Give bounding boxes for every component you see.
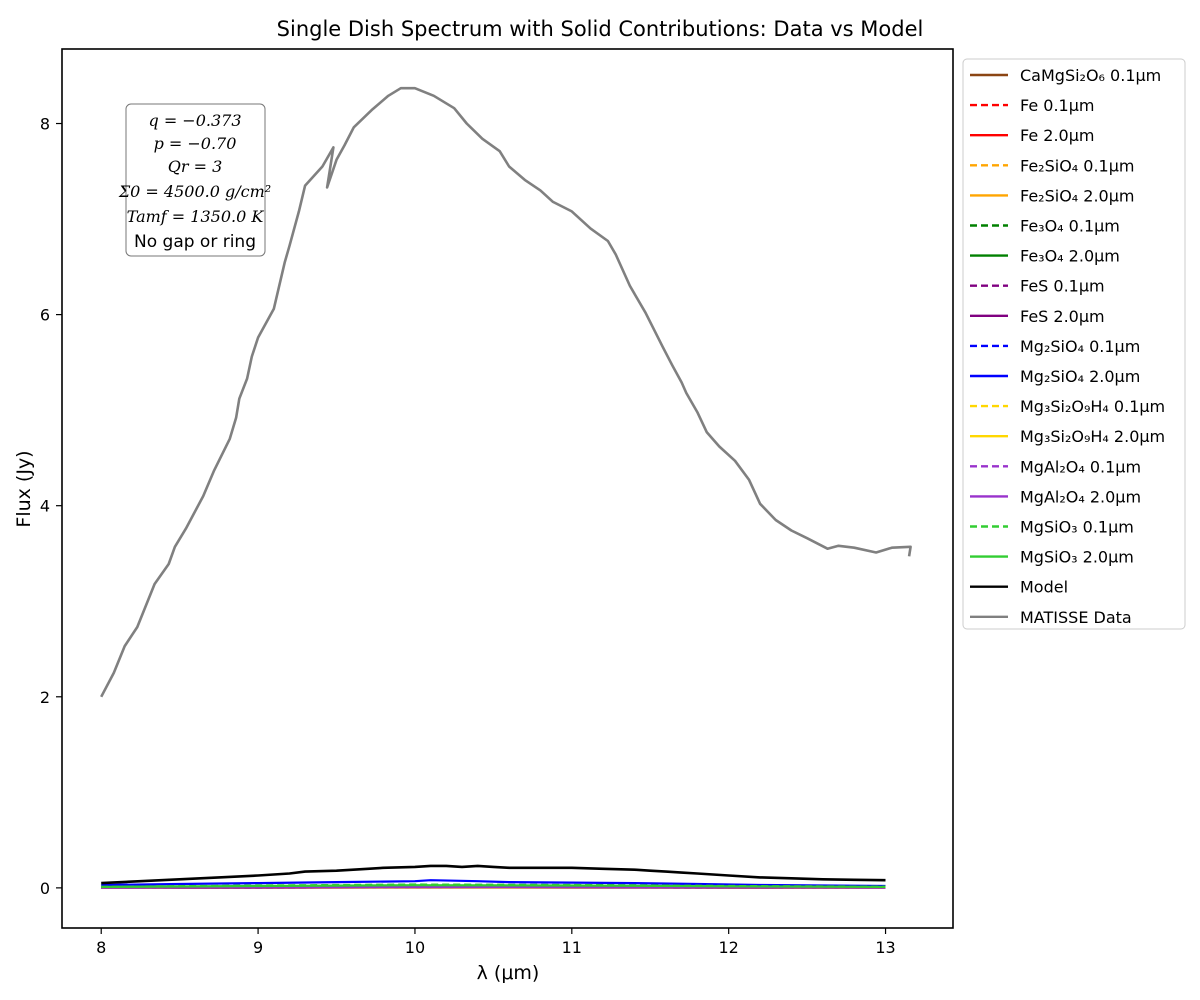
legend-item-mgal-o-0-1-m: MgAl₂O₄ 0.1μm — [970, 457, 1141, 476]
legend-label: MgSiO₃ 0.1μm — [1020, 518, 1134, 537]
legend-label: FeS 2.0μm — [1020, 307, 1105, 326]
legend-item-mg-si-o-h-0-1-m: Mg₃Si₂O₉H₄ 0.1μm — [970, 397, 1165, 416]
annotation-line-q: q = −0.373 — [148, 111, 241, 130]
annotation-line-sigma: Σ0 = 4500.0 g/cm² — [118, 182, 271, 201]
legend-item-mg-sio-0-1-m: Mg₂SiO₄ 0.1μm — [970, 337, 1140, 356]
legend-label: MATISSE Data — [1020, 608, 1132, 627]
legend-item-fe-sio-2-0-m: Fe₂SiO₄ 2.0μm — [970, 186, 1135, 205]
y-tick-label: 0 — [40, 879, 50, 898]
legend-item-camgsi-o-0-1-m: CaMgSi₂O₆ 0.1μm — [970, 66, 1161, 85]
series-line-model — [101, 864, 886, 885]
legend-item-mgsio-0-1-m: MgSiO₃ 0.1μm — [970, 518, 1134, 537]
legend-label: Model — [1020, 578, 1068, 597]
x-tick-label: 12 — [719, 938, 739, 957]
legend-item-mgal-o-2-0-m: MgAl₂O₄ 2.0μm — [970, 487, 1141, 506]
series-line-mgsio-2-0-m — [101, 884, 886, 889]
legend-label: CaMgSi₂O₆ 0.1μm — [1020, 66, 1161, 85]
legend-label: Fe₃O₄ 2.0μm — [1020, 247, 1120, 266]
series-line-mg-sio-2-0-m — [101, 879, 886, 888]
annotation-line-p: p = −0.70 — [154, 134, 237, 153]
y-tick-label: 6 — [40, 306, 50, 325]
legend-label: Fe 0.1μm — [1020, 96, 1094, 115]
annotation-line-qr: Qr = 3 — [168, 157, 223, 176]
legend-label: MgAl₂O₄ 2.0μm — [1020, 487, 1141, 506]
y-tick-label: 8 — [40, 115, 50, 134]
legend-label: Mg₃Si₂O₉H₄ 2.0μm — [1020, 427, 1165, 446]
y-tick-label: 2 — [40, 688, 50, 707]
annotation-line-tamf: Tamf = 1350.0 K — [127, 207, 265, 226]
annotation-box-frame — [125, 103, 266, 257]
legend-label: Mg₃Si₂O₉H₄ 0.1μm — [1020, 397, 1165, 416]
legend-label: Fe 2.0μm — [1020, 126, 1094, 145]
legend-item-fe-2-0-m: Fe 2.0μm — [970, 126, 1094, 145]
legend-label: Fe₃O₄ 0.1μm — [1020, 217, 1120, 236]
legend-item-fes-0-1-m: FeS 0.1μm — [970, 277, 1105, 296]
legend-label: MgSiO₃ 2.0μm — [1020, 548, 1134, 567]
plot-frame — [61, 48, 954, 929]
parameter-annotation-box: q = −0.373 p = −0.70 Qr = 3 Σ0 = 4500.0 … — [118, 103, 271, 257]
legend-item-mg-sio-2-0-m: Mg₂SiO₄ 2.0μm — [970, 367, 1140, 386]
x-axis-label: λ (μm) — [477, 962, 540, 984]
legend-label: MgAl₂O₄ 0.1μm — [1020, 457, 1141, 476]
legend-item-fe-o-0-1-m: Fe₃O₄ 0.1μm — [970, 217, 1120, 236]
series-line-matisse-data — [100, 86, 912, 698]
y-axis: 0 2 4 6 8 — [40, 115, 62, 898]
legend-item-fe-sio-0-1-m: Fe₂SiO₄ 0.1μm — [970, 156, 1135, 175]
x-tick-label: 10 — [405, 938, 425, 957]
legend-item-fe-o-2-0-m: Fe₃O₄ 2.0μm — [970, 247, 1120, 266]
y-axis-label: Flux (Jy) — [13, 450, 35, 527]
legend-item-matisse-data: MATISSE Data — [970, 608, 1132, 627]
legend-label: Fe₂SiO₄ 2.0μm — [1020, 186, 1135, 205]
legend-item-fe-0-1-m: Fe 0.1μm — [970, 96, 1094, 115]
plot-area — [100, 86, 912, 890]
legend-label: Fe₂SiO₄ 0.1μm — [1020, 156, 1135, 175]
x-axis: 8 9 10 11 12 13 — [96, 928, 896, 957]
x-tick-label: 9 — [253, 938, 263, 957]
chart-title: Single Dish Spectrum with Solid Contribu… — [277, 17, 924, 41]
legend-label: Mg₂SiO₄ 2.0μm — [1020, 367, 1140, 386]
legend-item-mg-si-o-h-2-0-m: Mg₃Si₂O₉H₄ 2.0μm — [970, 427, 1165, 446]
legend-label: FeS 0.1μm — [1020, 277, 1105, 296]
legend-frame — [962, 58, 1186, 630]
x-tick-label: 13 — [875, 938, 895, 957]
legend-label: Mg₂SiO₄ 0.1μm — [1020, 337, 1140, 356]
x-tick-label: 11 — [562, 938, 582, 957]
legend-item-mgsio-2-0-m: MgSiO₃ 2.0μm — [970, 548, 1134, 567]
y-tick-label: 4 — [40, 497, 50, 516]
legend-item-fes-2-0-m: FeS 2.0μm — [970, 307, 1105, 326]
annotation-line-gap: No gap or ring — [134, 232, 256, 252]
legend: CaMgSi₂O₆ 0.1μm Fe 0.1μm Fe 2.0μm Fe₂SiO₄ 0… — [962, 58, 1186, 630]
legend-item-model: Model — [970, 578, 1068, 597]
x-tick-label: 8 — [96, 938, 106, 957]
